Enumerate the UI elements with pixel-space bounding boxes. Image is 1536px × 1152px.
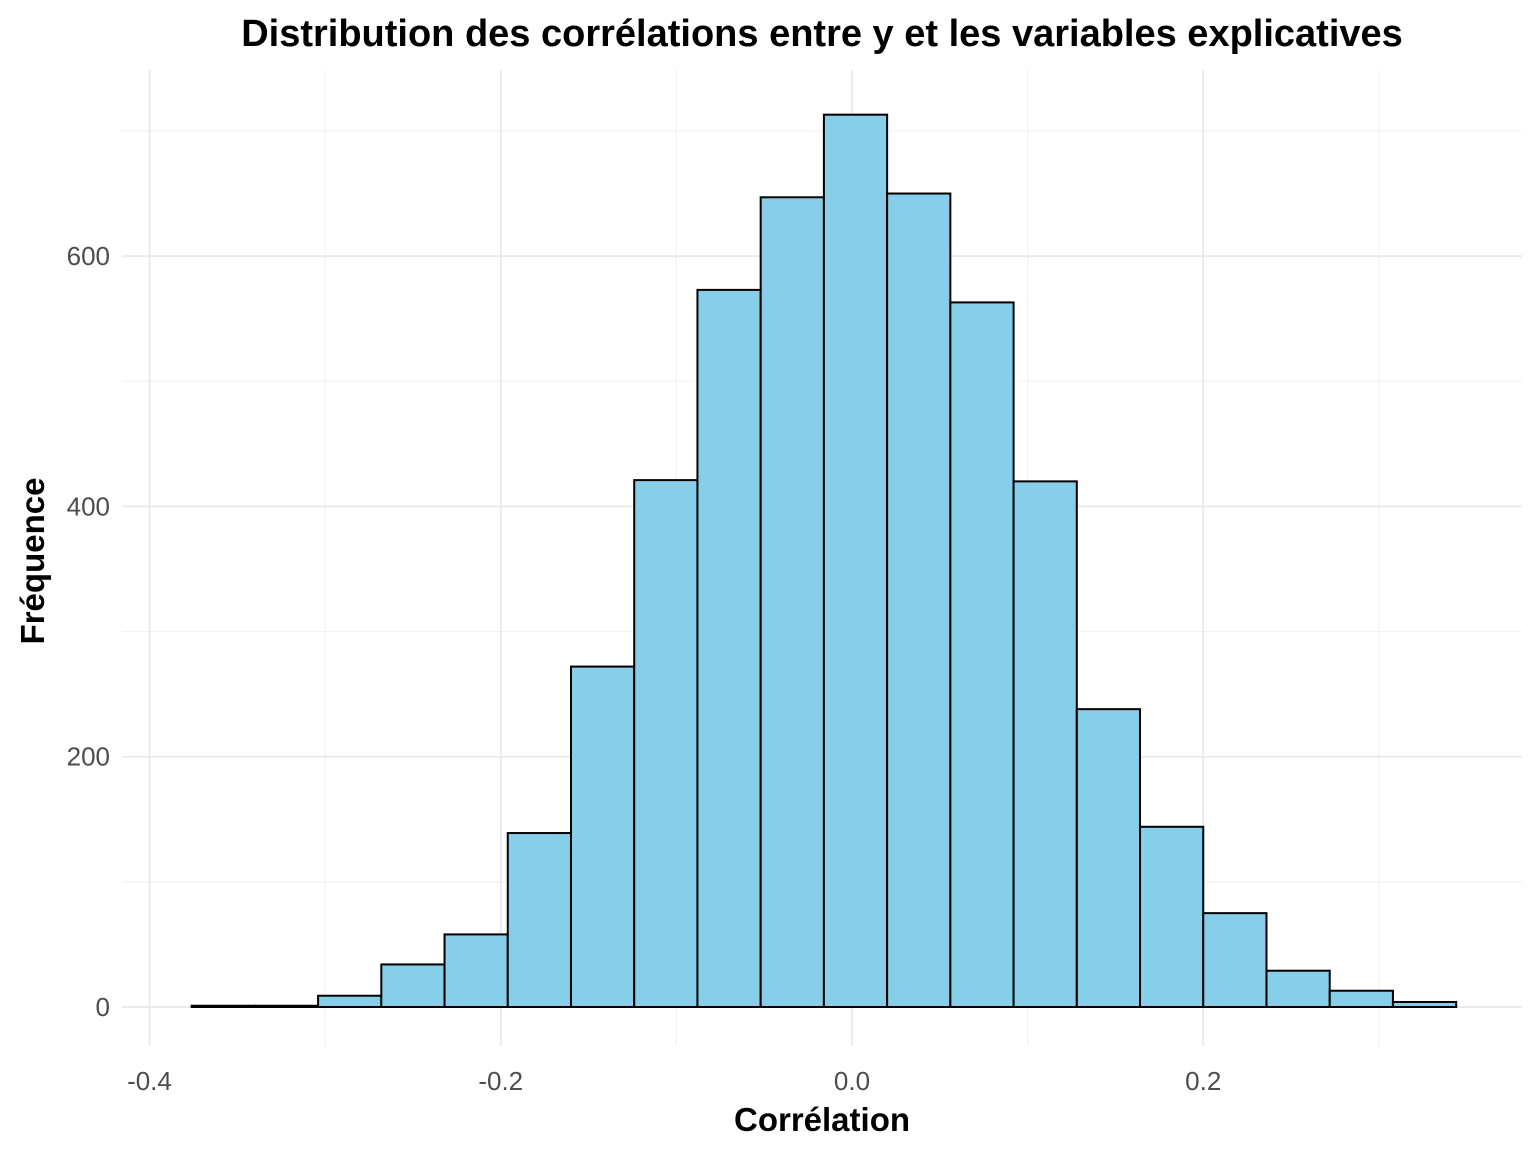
- x-tick-label: -0.4: [127, 1066, 172, 1096]
- histogram-bar: [317, 994, 383, 1009]
- histogram-bar: [1391, 1000, 1458, 1009]
- histogram-bar: [1075, 708, 1142, 1008]
- histogram-bar: [1202, 912, 1268, 1009]
- x-axis-title: Corrélation: [734, 1101, 910, 1138]
- chart-title: Distribution des corrélations entre y et…: [241, 13, 1403, 55]
- y-tick-label: 0: [96, 992, 110, 1022]
- histogram-bar: [1139, 825, 1205, 1008]
- y-axis-tick-labels: 0 200 400 600: [67, 241, 110, 1022]
- y-axis-title: Fréquence: [14, 478, 51, 645]
- histogram-bar: [190, 1004, 256, 1008]
- histogram-bar: [949, 301, 1015, 1008]
- histogram-bars: [190, 113, 1458, 1009]
- x-tick-label: 0.2: [1185, 1066, 1221, 1096]
- histogram-bar: [633, 479, 699, 1008]
- x-tick-label: -0.2: [478, 1066, 523, 1096]
- histogram-bar: [380, 963, 446, 1008]
- histogram-bar: [822, 113, 889, 1009]
- y-tick-label: 400: [67, 491, 110, 521]
- histogram-bar: [759, 196, 825, 1009]
- histogram-bar: [1265, 969, 1331, 1008]
- histogram-bar: [1012, 480, 1078, 1008]
- histogram-bar: [696, 288, 762, 1008]
- histogram-bar: [886, 192, 952, 1008]
- y-tick-label: 600: [67, 241, 110, 271]
- histogram-bar: [506, 832, 572, 1008]
- histogram-bar: [569, 665, 636, 1008]
- y-tick-label: 200: [67, 742, 110, 772]
- x-axis-tick-labels: -0.4 -0.2 0.0 0.2: [127, 1066, 1221, 1096]
- histogram-bar: [443, 933, 509, 1009]
- x-tick-label: 0.0: [834, 1066, 870, 1096]
- histogram-bar: [1328, 989, 1394, 1009]
- histogram-bar: [253, 1004, 320, 1008]
